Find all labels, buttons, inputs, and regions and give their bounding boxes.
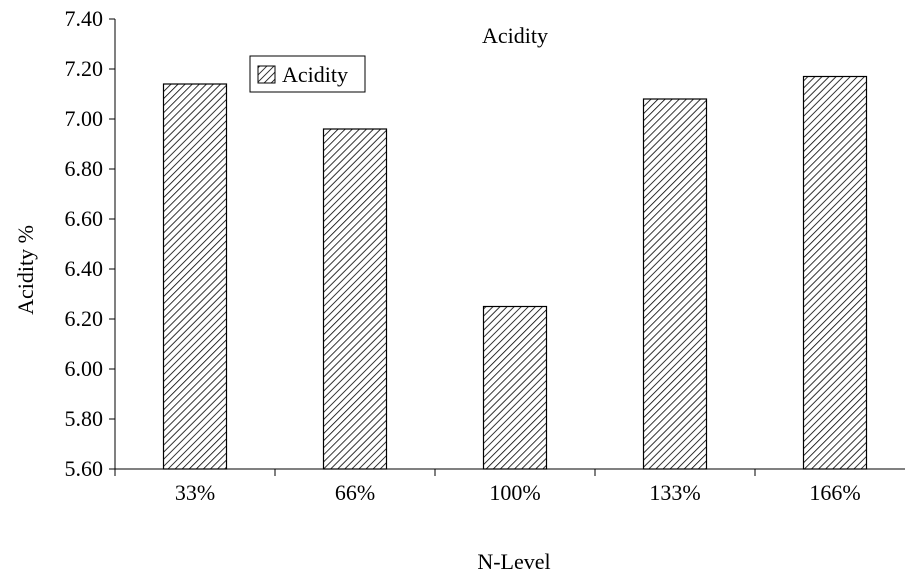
bar-133-pct <box>642 98 708 470</box>
x-axis-label: N-Level <box>477 549 550 574</box>
bar-166-pct <box>802 75 868 470</box>
bar-66-pct <box>322 128 388 470</box>
legend-label: Acidity <box>282 62 348 87</box>
legend-swatch <box>257 65 276 84</box>
y-tick-label: 6.80 <box>65 156 104 181</box>
y-tick-label: 7.40 <box>65 6 104 31</box>
y-tick-label: 6.00 <box>65 356 104 381</box>
x-tick-label: 166% <box>809 480 860 505</box>
y-tick-label: 7.20 <box>65 56 104 81</box>
chart-title: Acidity <box>482 23 548 48</box>
y-tick-label: 5.60 <box>65 456 104 481</box>
y-tick-label: 6.60 <box>65 206 104 231</box>
y-tick-label: 5.80 <box>65 406 104 431</box>
x-tick-label: 33% <box>175 480 215 505</box>
y-tick-label: 6.40 <box>65 256 104 281</box>
bar-100-pct <box>482 305 548 470</box>
y-axis: 5.60 5.80 6.00 6.20 6.40 6.60 6.80 7.00 7.20 7.40 <box>65 6 116 481</box>
x-tick-label: 66% <box>335 480 375 505</box>
y-axis-label: Acidity % <box>13 225 38 315</box>
x-tick-label: 133% <box>649 480 700 505</box>
bar-33-pct <box>162 83 228 470</box>
y-tick-label: 6.20 <box>65 306 104 331</box>
x-tick-label: 100% <box>489 480 540 505</box>
legend: Acidity <box>249 55 366 93</box>
y-tick-label: 7.00 <box>65 106 104 131</box>
bars <box>162 75 868 470</box>
x-axis: 33% 66% 100% 133% 166% <box>114 468 905 505</box>
